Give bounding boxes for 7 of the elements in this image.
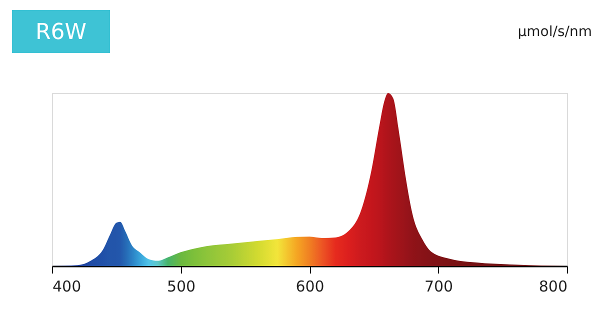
x-tick-label: 600 — [296, 278, 324, 296]
x-tick-label: 400 — [52, 278, 82, 296]
chart-title: R6W — [35, 20, 87, 45]
x-tick-label: 700 — [424, 278, 454, 296]
y-axis-title: µmol/s/nm — [518, 24, 592, 40]
x-tick-label: 500 — [166, 278, 196, 296]
x-tick-label: 800 — [538, 278, 568, 296]
